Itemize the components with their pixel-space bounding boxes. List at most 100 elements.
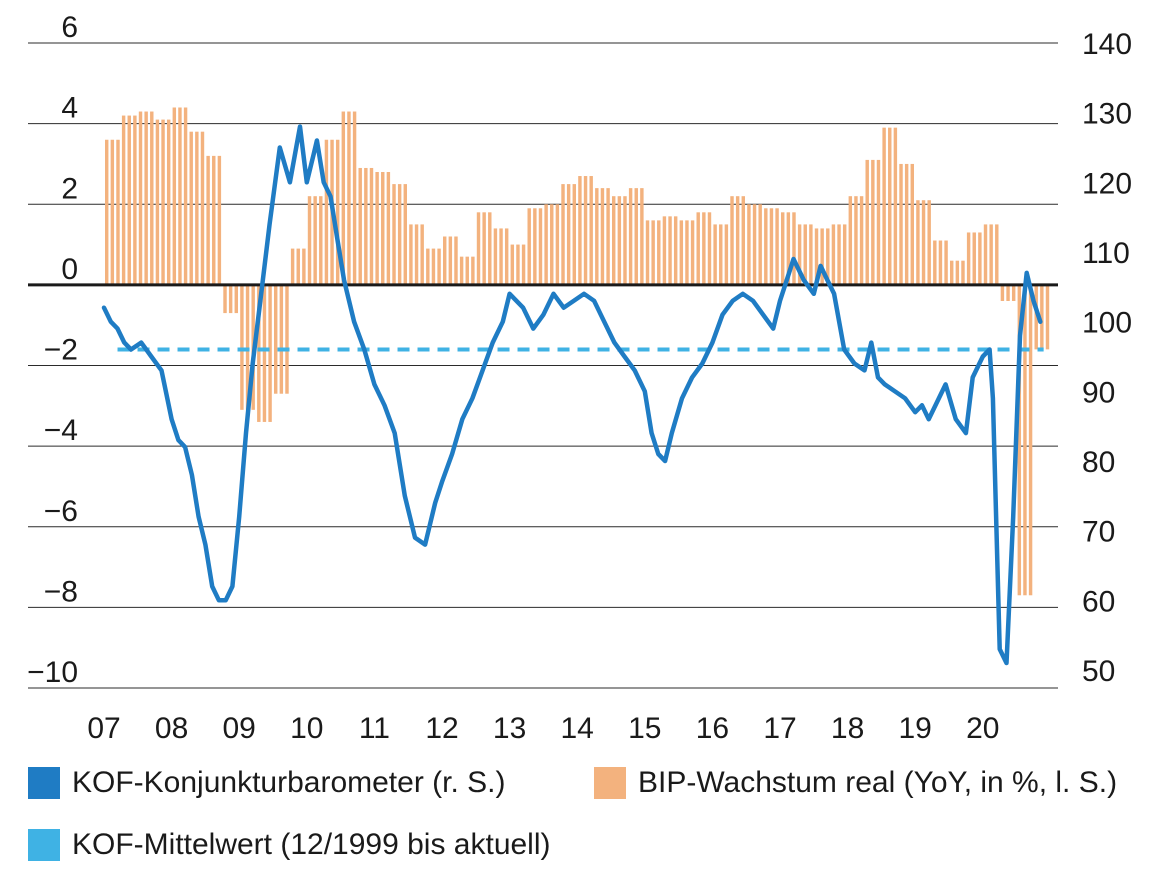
gdp-bar-stripe — [381, 172, 385, 285]
gdp-bar-stripe — [888, 127, 892, 285]
gdp-bar-stripe — [944, 240, 948, 285]
right-tick-label: 130 — [1082, 98, 1132, 131]
gdp-bar-stripe — [657, 220, 661, 285]
gdp-bar — [392, 184, 407, 285]
gdp-bar-stripe — [437, 248, 441, 285]
gdp-bar-stripe — [516, 244, 520, 285]
gdp-bar-stripe — [538, 208, 543, 285]
gdp-bar-stripe — [938, 240, 943, 285]
gdp-bar-stripe — [764, 208, 768, 285]
gdp-bar — [409, 224, 424, 285]
gdp-bar-stripe — [983, 224, 988, 285]
x-tick-label: 10 — [290, 712, 323, 745]
gdp-bar — [138, 111, 154, 285]
gdp-bar-stripe — [876, 159, 881, 285]
x-tick-label: 12 — [425, 712, 458, 745]
gdp-bar-stripe — [831, 224, 836, 285]
gdp-bar — [645, 220, 661, 285]
gdp-bar-stripe — [110, 139, 115, 285]
gdp-bar-stripe — [668, 216, 672, 285]
right-tick-label: 90 — [1082, 376, 1115, 409]
left-tick-label: 4 — [61, 92, 78, 125]
gdp-bar-stripe — [420, 224, 424, 285]
gdp-bar-stripe — [527, 208, 531, 285]
gdp-bar-stripe — [493, 228, 498, 285]
gdp-bar-stripe — [459, 256, 464, 285]
gdp-bar-stripe — [533, 208, 537, 285]
legend-label-mean: KOF-Mittelwert (12/1999 bis aktuell) — [72, 828, 551, 861]
gdp-bar-stripe — [1045, 284, 1050, 350]
gdp-bar — [578, 176, 593, 285]
gdp-bar — [274, 284, 289, 394]
gdp-bar-stripe — [814, 228, 819, 285]
gdp-bar-stripe — [403, 184, 407, 285]
gdp-bar-stripe — [426, 248, 430, 285]
gdp-bar-stripe — [431, 248, 436, 285]
gdp-bar-stripe — [409, 224, 413, 285]
gdp-bar-stripe — [989, 224, 993, 285]
gdp-bar-stripe — [352, 111, 357, 285]
gdp-bar-stripe — [837, 224, 841, 285]
gdp-bar-stripe — [645, 220, 650, 285]
gdp-bar — [443, 236, 458, 285]
gdp-bar-stripe — [544, 204, 548, 285]
gdp-bar — [696, 212, 712, 285]
x-axis-ticks: 07 08 09 10 11 12 13 14 15 16 17 18 19 20 — [87, 712, 999, 745]
gdp-bar — [257, 284, 272, 422]
gdp-bar-stripe — [713, 224, 717, 285]
gdp-bar — [662, 216, 678, 285]
gdp-bar-stripe — [842, 224, 847, 285]
gdp-bar-stripe — [662, 216, 667, 285]
gdp-bar — [865, 159, 881, 285]
gdp-bar-stripe — [313, 196, 317, 285]
gdp-bar — [172, 107, 188, 285]
right-tick-label: 70 — [1082, 516, 1115, 549]
right-tick-label: 100 — [1082, 307, 1132, 340]
gdp-bar — [747, 204, 762, 285]
gdp-bar-stripe — [933, 240, 937, 285]
gdp-bar-stripe — [966, 232, 971, 285]
gdp-bar-stripe — [628, 188, 633, 285]
gdp-bar — [341, 111, 357, 285]
gdp-bar-stripe — [572, 184, 576, 285]
gdp-bar-stripe — [262, 284, 267, 422]
gdp-bar — [527, 208, 543, 285]
gdp-bar-stripe — [228, 284, 233, 314]
gdp-bar — [493, 228, 509, 285]
gdp-bar-stripe — [375, 172, 379, 285]
gdp-bar-stripe — [274, 284, 278, 394]
gdp-bar-stripe — [296, 248, 300, 285]
left-tick-label: −8 — [44, 575, 78, 608]
gdp-bar — [375, 172, 391, 285]
gdp-bar-stripe — [612, 196, 616, 285]
gdp-bar-stripe — [105, 139, 109, 285]
right-tick-label: 60 — [1082, 585, 1115, 618]
gdp-bar-stripe — [397, 184, 402, 285]
gdp-bar-stripe — [690, 220, 695, 285]
gdp-bar-stripe — [640, 188, 644, 285]
gdp-bar — [459, 256, 475, 285]
gdp-bar-stripe — [1017, 284, 1022, 596]
gdp-bar-stripe — [786, 212, 791, 285]
gdp-bar-stripe — [561, 184, 565, 285]
left-tick-label: −4 — [44, 414, 78, 447]
gdp-bar-stripe — [882, 127, 886, 285]
right-tick-label: 140 — [1082, 28, 1132, 61]
legend: KOF-Konjunkturbarometer (r. S.) BIP-Wach… — [28, 758, 1148, 868]
x-tick-label: 17 — [763, 712, 796, 745]
gdp-bar-stripe — [803, 224, 807, 285]
gdp-bar-stripe — [724, 224, 729, 285]
gdp-bar — [882, 127, 898, 285]
gdp-bar-stripe — [1023, 284, 1027, 596]
gdp-bar-stripe — [476, 212, 481, 285]
gdp-bar-stripe — [955, 260, 960, 285]
right-axis-ticks: 140 130 120 110 100 90 80 70 60 50 — [1082, 28, 1132, 688]
gdp-bar — [764, 208, 779, 285]
gdp-bar-stripe — [144, 111, 148, 285]
left-axis-ticks: 6 4 2 0 −2 −4 −6 −8 −10 — [27, 11, 78, 689]
gdp-bar-stripe — [465, 256, 469, 285]
gdp-bar-stripe — [257, 284, 261, 422]
gdp-bar — [612, 196, 627, 285]
legend-label-gdp: BIP-Wachstum real (YoY, in %, l. S.) — [638, 766, 1118, 799]
gdp-bar-stripe — [324, 139, 329, 285]
